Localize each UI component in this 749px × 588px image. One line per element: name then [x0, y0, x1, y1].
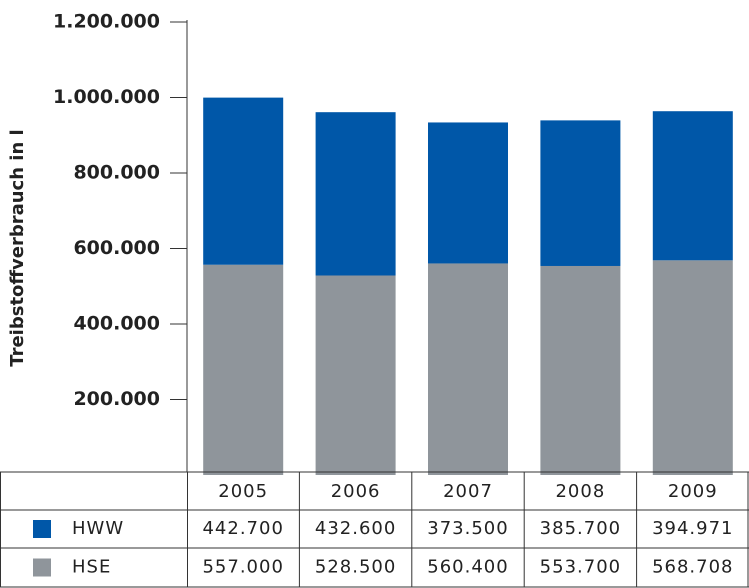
y-axis-label: Treibstoffverbrauch in l	[7, 129, 28, 366]
legend-swatch	[33, 520, 51, 538]
y-tick-label: 1.000.000	[53, 86, 160, 108]
bar-segment	[652, 111, 733, 261]
legend-swatch	[33, 558, 51, 577]
value-label: 373.500	[427, 518, 508, 539]
bar-segment	[428, 263, 508, 475]
y-tick-label: 600.000	[73, 237, 160, 259]
value-label: 394.971	[652, 518, 733, 539]
x-tick-label: 2008	[555, 481, 605, 502]
bar-segment	[315, 275, 396, 475]
x-tick-label: 2005	[218, 481, 268, 502]
value-label: 442.700	[202, 518, 283, 539]
value-label: 528.500	[315, 557, 396, 578]
x-tick-label: 2007	[443, 481, 493, 502]
value-label: 553.700	[540, 557, 621, 578]
bar-segment	[203, 264, 284, 475]
y-tick-label: 400.000	[73, 313, 160, 335]
legend-label: HWW	[72, 518, 124, 539]
value-label: 568.708	[652, 557, 733, 578]
y-tick-label: 800.000	[73, 162, 160, 184]
value-label: 557.000	[202, 557, 283, 578]
value-label: 385.700	[540, 518, 621, 539]
bar-segment	[540, 265, 621, 475]
y-tick-label: 200.000	[73, 388, 160, 410]
x-tick-label: 2009	[668, 481, 718, 502]
y-tick-label: 1.200.000	[53, 11, 160, 33]
value-label: 560.400	[427, 557, 508, 578]
bar-segment	[428, 122, 508, 264]
bar-segment	[315, 112, 396, 276]
x-tick-label: 2006	[331, 481, 381, 502]
value-label: 432.600	[315, 518, 396, 539]
bar-segment	[652, 260, 733, 475]
bar-segment	[540, 120, 621, 266]
legend-label: HSE	[72, 557, 111, 578]
bar-segment	[203, 97, 284, 265]
